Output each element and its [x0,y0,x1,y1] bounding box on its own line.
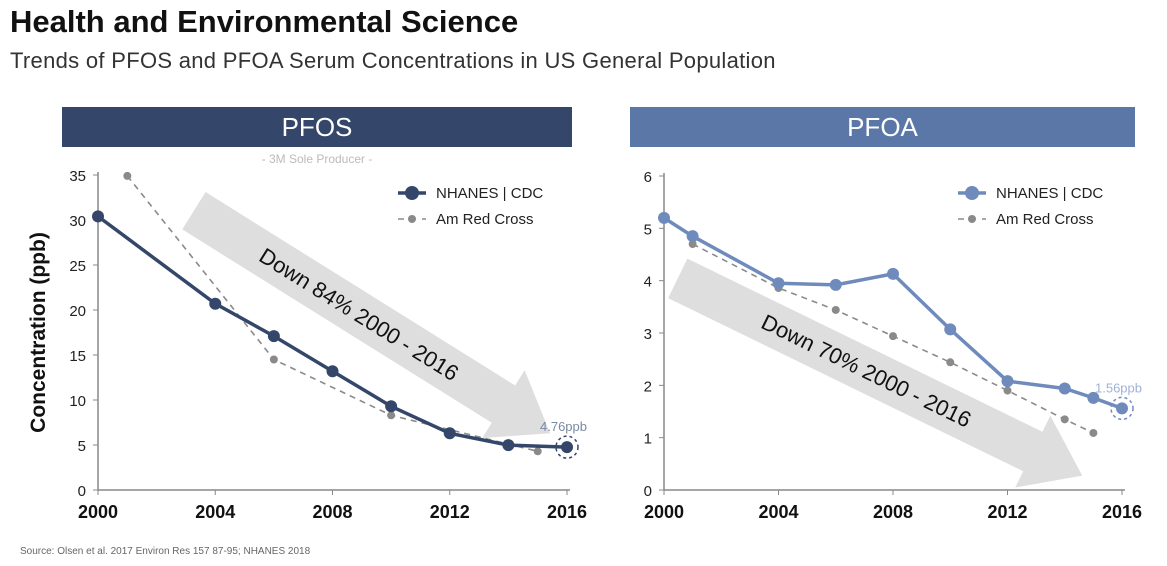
x-tick-label: 2000 [644,502,684,522]
data-point-nhanes [658,211,670,224]
legend-label-am-red-cross: Am Red Cross [996,211,1094,228]
y-tick-label: 0 [644,483,652,500]
end-highlight [555,435,579,459]
series-line-nhanes [663,216,1123,411]
x-tick-label: 2008 [312,502,352,522]
data-point-am-red-cross [831,305,840,314]
chart-pfos: PFOS - 3M Sole Producer - Down 84% 2000 - … [27,107,587,522]
data-point-am-red-cross [1003,386,1012,395]
x-tick-label: 2008 [873,502,913,522]
data-point-nhanes [92,210,104,223]
data-point-nhanes [385,400,398,413]
legend-marker-am-red-cross [968,215,976,223]
y-tick-label: 3 [644,326,652,343]
y-tick-label: 25 [69,258,86,275]
chart-title: PFOA [847,112,918,142]
x-tick-label: 2012 [430,502,470,522]
data-point-am-red-cross [889,332,897,341]
data-point-am-red-cross [1060,415,1069,424]
data-point-nhanes [829,278,842,291]
arrow-shape [182,192,551,439]
x-tick-label: 2004 [758,502,798,522]
y-tick-label: 5 [644,221,652,238]
x-tick-label: 2016 [1102,502,1142,522]
data-point-nhanes [1116,402,1128,415]
end-highlight [1110,396,1134,421]
trend-arrow: Down 70% 2000 - 2016 [668,258,1083,488]
y-tick-label: 10 [69,393,86,410]
data-point-am-red-cross [387,411,396,420]
data-point-am-red-cross [1089,428,1098,437]
data-point-nhanes [1087,391,1100,404]
legend-label-nhanes: NHANES | CDC [436,185,543,202]
x-tick-label: 2016 [547,502,587,522]
legend-label-am-red-cross: Am Red Cross [436,211,534,228]
data-point-nhanes [443,427,456,440]
y-tick-label: 6 [644,169,652,186]
data-point-nhanes [502,439,515,452]
data-point-nhanes [772,277,785,290]
y-tick-label: 4 [644,274,652,291]
chart-title: PFOS [282,112,353,142]
legend-marker-nhanes [965,186,979,200]
x-tick-label: 2004 [195,502,235,522]
y-tick-label: 0 [78,483,86,500]
chart-header-bar [630,107,1135,147]
x-tick-label: 2012 [987,502,1027,522]
series-line-am-red-cross [692,243,1094,434]
y-axis-label: Concentration (ppb) [27,232,50,433]
x-tick-label: 2000 [78,502,118,522]
data-point-am-red-cross [123,171,132,180]
y-tick-label: 35 [69,168,86,185]
series-line-am-red-cross [126,175,538,453]
data-point-am-red-cross [946,358,955,367]
series-line-nhanes [96,214,568,449]
data-point-nhanes [561,441,573,454]
trend-annotation: Down 70% 2000 - 2016 [757,309,975,432]
data-point-nhanes [1058,382,1071,395]
end-value-label: 4.76ppb [540,419,587,434]
page-subtitle: Trends of PFOS and PFOA Serum Concentrat… [10,48,776,73]
end-value-label: 1.56ppb [1095,380,1142,395]
source-note: Source: Olsen et al. 2017 Environ Res 15… [20,546,311,557]
chart-header-bar [62,107,572,147]
data-point-am-red-cross [533,447,542,456]
arrow-shape [668,258,1083,488]
y-tick-label: 30 [69,213,86,230]
chart-note: - 3M Sole Producer - [262,152,373,166]
data-point-nhanes [1001,375,1014,388]
legend-label-nhanes: NHANES | CDC [996,185,1103,202]
y-tick-label: 2 [644,378,652,395]
y-tick-label: 20 [69,303,86,320]
data-point-nhanes [209,297,222,310]
legend-marker-nhanes [405,186,419,200]
data-point-nhanes [944,323,957,336]
data-point-nhanes [686,230,699,243]
y-tick-label: 1 [644,431,652,448]
trend-annotation: Down 84% 2000 - 2016 [255,243,463,386]
chart-pfoa: PFOA Down 70% 2000 - 2016 0 1 2 3 4 5 6 2000 2004 2… [630,107,1142,522]
data-point-nhanes [326,365,339,378]
y-tick-label: 15 [69,348,86,365]
data-point-nhanes [267,330,280,343]
data-point-am-red-cross [688,240,697,249]
legend-marker-am-red-cross [408,215,416,223]
data-point-am-red-cross [269,355,278,364]
y-tick-label: 5 [78,438,86,455]
page-title: Health and Environmental Science [10,4,519,39]
data-point-nhanes [887,267,899,280]
